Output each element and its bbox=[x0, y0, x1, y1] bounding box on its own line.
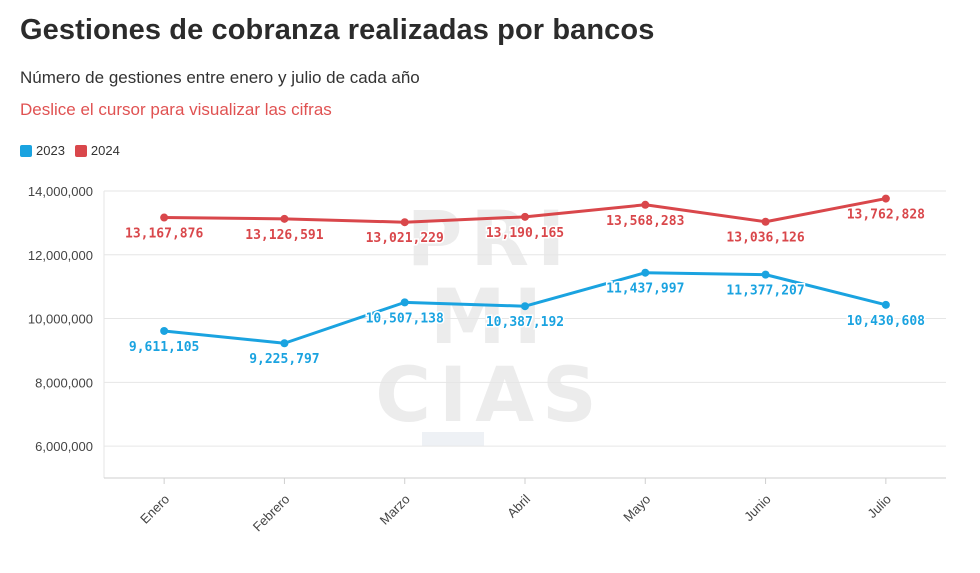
legend-item-2023[interactable]: 2023 bbox=[20, 143, 65, 158]
data-point-2024 bbox=[641, 200, 650, 209]
watermark-text: MI bbox=[430, 272, 550, 361]
data-label-2023: 10,387,192 bbox=[486, 315, 564, 330]
y-tick-label: 14,000,000 bbox=[28, 184, 93, 199]
data-point-2023 bbox=[641, 268, 650, 277]
hover-hint: Deslice el cursor para visualizar las ci… bbox=[20, 100, 332, 119]
legend: 2023 2024 bbox=[20, 143, 120, 158]
data-label-2024: 13,021,229 bbox=[366, 231, 444, 246]
data-point-2024 bbox=[761, 217, 770, 226]
chart-subtitle: Número de gestiones entre enero y julio … bbox=[20, 68, 420, 87]
data-label-2023: 11,437,997 bbox=[606, 282, 684, 297]
x-tick-label-mayo: Mayo bbox=[620, 492, 653, 525]
data-point-2024 bbox=[280, 214, 289, 223]
data-label-2024: 13,167,876 bbox=[125, 227, 203, 242]
data-label-2023: 10,430,608 bbox=[847, 314, 925, 329]
watermark-bar bbox=[422, 432, 484, 446]
chart-title: Gestiones de cobranza realizadas por ban… bbox=[20, 14, 655, 46]
y-tick-label: 6,000,000 bbox=[35, 439, 93, 454]
x-tick-label-febrero: Febrero bbox=[250, 492, 293, 535]
data-label-2024: 13,762,828 bbox=[847, 208, 925, 223]
y-tick-label: 10,000,000 bbox=[28, 312, 93, 327]
data-label-2024: 13,568,283 bbox=[606, 214, 684, 229]
data-label-2024: 13,126,591 bbox=[245, 228, 323, 243]
data-point-2023 bbox=[160, 326, 169, 335]
data-point-2023 bbox=[280, 339, 289, 348]
watermark-text: CIAS bbox=[375, 350, 605, 439]
data-point-2024 bbox=[400, 218, 409, 227]
legend-label-2024: 2024 bbox=[90, 143, 120, 158]
watermark-text: PRI bbox=[407, 194, 574, 283]
data-point-2024 bbox=[160, 213, 169, 222]
data-point-2023 bbox=[881, 300, 890, 309]
y-tick-label: 12,000,000 bbox=[28, 248, 93, 263]
data-point-2024 bbox=[881, 194, 890, 203]
x-tick-label-marzo: Marzo bbox=[377, 492, 413, 528]
y-tick-label: 8,000,000 bbox=[35, 375, 93, 390]
legend-label-2023: 2023 bbox=[36, 143, 65, 158]
data-label-2023: 10,507,138 bbox=[366, 311, 444, 326]
data-point-2023 bbox=[761, 270, 770, 279]
data-label-2023: 9,611,105 bbox=[129, 340, 199, 355]
data-label-2024: 13,036,126 bbox=[726, 231, 804, 246]
legend-swatch-2023 bbox=[20, 144, 32, 157]
data-label-2023: 9,225,797 bbox=[249, 352, 319, 367]
x-tick-label-abril: Abril bbox=[504, 491, 533, 520]
data-label-2024: 13,190,165 bbox=[486, 226, 564, 241]
x-tick-label-junio: Junio bbox=[741, 492, 774, 525]
legend-swatch-2024 bbox=[74, 144, 87, 157]
data-point-2023 bbox=[521, 302, 529, 311]
x-tick-label-julio: Julio bbox=[864, 492, 894, 522]
data-point-2024 bbox=[521, 212, 529, 221]
data-point-2023 bbox=[400, 298, 409, 307]
legend-item-2024[interactable]: 2024 bbox=[74, 143, 120, 158]
data-label-2023: 11,377,207 bbox=[726, 284, 804, 299]
x-tick-label-enero: Enero bbox=[137, 492, 172, 527]
